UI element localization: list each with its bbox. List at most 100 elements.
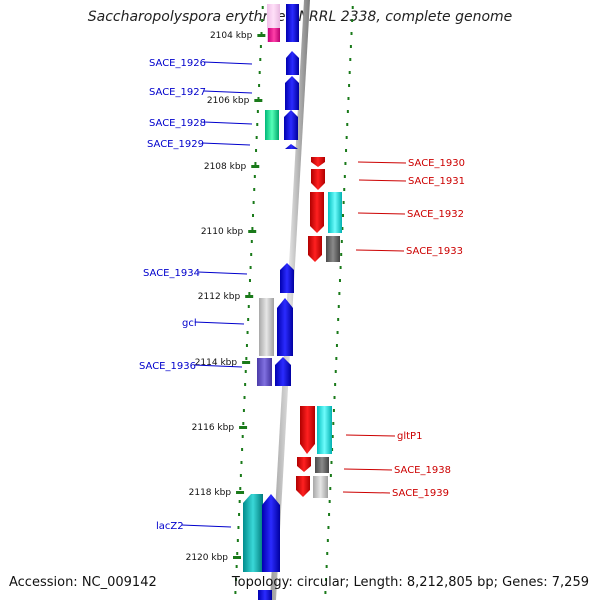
ruler-dot-left [244, 370, 247, 373]
gene-block-gcl-gray [259, 298, 274, 356]
ruler-dot-left [249, 266, 252, 269]
ruler-dot-left [238, 513, 241, 516]
gene-leader-minus [343, 468, 393, 471]
ruler-dot-right [341, 227, 344, 230]
ruler-dot-right [336, 331, 339, 334]
gene-arrow-sace-1930 [311, 157, 325, 167]
ruler-dot-left [239, 474, 242, 477]
tick-label: 2112 kbp [198, 292, 241, 302]
ruler-dot-left [250, 253, 253, 256]
tick-mark [233, 556, 242, 559]
ruler-dot-left [248, 279, 251, 282]
gene-leader-plus [201, 142, 251, 146]
gene-arrow-sace-1938 [297, 457, 311, 472]
ruler-dot-right [329, 474, 332, 477]
ruler-dot-right [334, 383, 337, 386]
tick-label: 2110 kbp [201, 227, 244, 237]
ruler-dot-right [330, 461, 333, 464]
gene-arrow-sace-1928 [284, 110, 298, 140]
ruler-dot-right [333, 396, 336, 399]
ruler-dot-left [261, 6, 264, 9]
ruler-dot-right [328, 513, 331, 516]
ruler-dot-left [259, 58, 262, 61]
ruler-dot-right [343, 175, 346, 178]
ruler-dot-right [334, 370, 337, 373]
ruler-dot-right [340, 240, 343, 243]
ruler-dot-right [332, 409, 335, 412]
gene-arrow-lacz2 [262, 494, 280, 572]
gene-arrow-lacz2-teal [243, 494, 263, 572]
gene-leader-minus [358, 179, 407, 182]
ruler-dot-right [328, 500, 331, 503]
ruler-dot-right [335, 357, 338, 360]
gene-label-plus: SACE_1936 [139, 361, 196, 372]
plus-gene-labels: SACE_1926 SACE_1927 SACE_1928 SACE_1929 SACE… [139, 58, 253, 532]
ruler-dot-left [253, 175, 256, 178]
genome-summary-text: Topology: circular; Length: 8,212,805 bp… [231, 575, 589, 590]
gene-arrow-sace-1929 [285, 144, 298, 149]
tick-label: 2118 kbp [189, 488, 232, 498]
ruler-dot-left [252, 214, 255, 217]
ruler-dot-left [241, 435, 244, 438]
ruler-dot-left [237, 526, 240, 529]
gene-leader-plus [193, 364, 243, 368]
ruler-dot-left [239, 487, 242, 490]
gene-label-plus: SACE_1934 [143, 268, 200, 279]
gene-block-sace-1939-gray [313, 476, 328, 498]
ruler-dot-left [245, 344, 248, 347]
gene-arrow-sace-1933 [308, 236, 322, 262]
gene-leader-minus [355, 249, 405, 252]
ruler-dot-right [350, 32, 353, 35]
gene-arrow-sace-1936 [275, 357, 291, 386]
ruler-dot-right [349, 58, 352, 61]
gene-arrow-sace-1926 [286, 51, 299, 75]
ruler-dot-right [347, 97, 350, 100]
ruler-dot-right [346, 110, 349, 113]
ruler-dot-right [338, 279, 341, 282]
ruler-dot-left [255, 136, 258, 139]
gene-leader-plus [181, 524, 232, 528]
gene-block-sace-1928-green [265, 110, 279, 140]
gene-label-minus: SACE_1932 [407, 209, 464, 220]
gene-label-plus: lacZ2 [156, 521, 184, 532]
ruler-dot-left [243, 396, 246, 399]
gene-label-plus: SACE_1927 [149, 87, 206, 98]
ruler-dot-left [253, 188, 256, 191]
tick-mark [257, 34, 266, 37]
gene-leader-plus [197, 271, 248, 275]
tick-label: 2104 kbp [210, 31, 253, 41]
ruler-dot-left [256, 123, 259, 126]
ruler-dot-right [339, 266, 342, 269]
gene-block-sace-1936-purple [257, 358, 272, 386]
gene-label-minus: gltP1 [397, 431, 422, 442]
ruler-dot-right [327, 526, 330, 529]
ruler-dots-left [234, 6, 264, 594]
ruler-dot-right [348, 71, 351, 74]
gene-arrow-gltp1 [300, 406, 315, 454]
ruler-dot-left [255, 149, 258, 152]
ruler-dot-left [235, 565, 238, 568]
plus-strand-genes [243, 4, 299, 600]
gene-block-sace-1933-dark [326, 236, 340, 262]
ruler-dot-right [345, 149, 348, 152]
ruler-dot-left [236, 552, 239, 555]
ruler-dot-right [346, 123, 349, 126]
ruler-dot-left [260, 32, 263, 35]
ruler-dot-left [242, 422, 245, 425]
gene-leader-minus [357, 161, 407, 164]
gene-leader-plus [194, 321, 245, 325]
tick-labels: 2104 kbp 2106 kbp 2108 kbp 2110 kbp 2112 kbp… [186, 31, 266, 563]
ruler-dot-left [241, 448, 244, 451]
gene-label-minus: SACE_1933 [406, 246, 463, 257]
ruler-dot-right [342, 201, 345, 204]
ruler-dot-right [342, 214, 345, 217]
ruler-dot-left [234, 591, 237, 594]
tick-label: 2106 kbp [207, 96, 250, 106]
gene-leader-plus [203, 121, 253, 125]
ruler-dot-left [236, 539, 239, 542]
gene-label-minus: SACE_1938 [394, 465, 451, 476]
ruler-dot-left [235, 578, 238, 581]
gene-leader-minus [342, 491, 391, 494]
